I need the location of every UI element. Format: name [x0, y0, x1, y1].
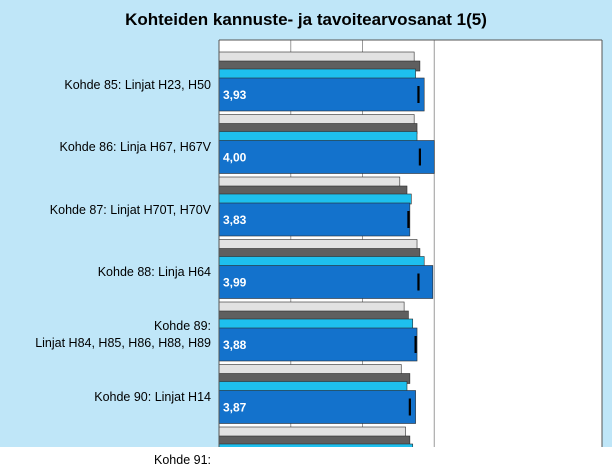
- chart-title: Kohteiden kannuste- ja tavoitearvosanat …: [125, 10, 487, 29]
- category-label: Kohde 90: Linjat H14: [1, 389, 211, 406]
- bar-series-2: [218, 131, 418, 142]
- category-label: Kohde 89: Linjat H84, H85, H86, H88, H89: [1, 318, 211, 352]
- bar-series-3: [218, 140, 435, 174]
- category-label: Kohde 91:: [1, 452, 211, 469]
- data-label: 3,99: [223, 276, 247, 290]
- category-label-line: Kohde 88: Linja H64: [97, 265, 211, 279]
- category-label: Kohde 86: Linja H67, H67V: [1, 139, 212, 156]
- bar-series-3: [218, 327, 418, 362]
- bar-series-0: [218, 426, 406, 438]
- category-label: Kohde 87: Linjat H70T, H70V: [1, 202, 211, 219]
- bar-series-0: [218, 301, 405, 313]
- bar-series-3: [218, 390, 416, 424]
- bar-series-0: [218, 239, 418, 250]
- chart-plot: 3,93 4,00 3,83 3,99 3,88 3,87: [218, 39, 603, 447]
- bar-series-0: [218, 176, 401, 188]
- bar-series-3: [218, 265, 434, 299]
- bar-series-0: [218, 114, 415, 125]
- bar-series-2: [218, 68, 416, 80]
- category-label-line: Linjat H84, H85, H86, H88, H89: [35, 336, 211, 350]
- bar-series-2: [218, 318, 414, 330]
- bar-series-2: [218, 381, 408, 392]
- category-label-line: Kohde 91:: [154, 452, 211, 467]
- data-label: 4,00: [223, 151, 247, 165]
- category-label-line: Kohde 86: Linja H67, H67V: [59, 140, 212, 154]
- data-label: 3,88: [223, 338, 247, 352]
- category-label-line: Kohde 87: Linjat H70T, H70V: [49, 202, 211, 217]
- bar-series-3: [218, 202, 411, 237]
- bar-series-0: [218, 51, 415, 63]
- bar-series-3: [218, 77, 425, 112]
- data-label: 3,83: [223, 213, 247, 227]
- bar-series-2: [218, 443, 414, 447]
- category-label-line: Kohde 90: Linjat H14: [94, 390, 211, 404]
- category-label: Kohde 88: Linja H64: [1, 264, 211, 281]
- bar-series-0: [218, 364, 402, 375]
- bar-series-2: [218, 256, 425, 267]
- category-label: Kohde 85: Linjat H23, H50: [1, 77, 211, 94]
- category-label-line: Kohde 85: Linjat H23, H50: [64, 77, 211, 92]
- data-label: 3,93: [223, 88, 247, 102]
- data-label: 3,87: [223, 401, 247, 415]
- bar-series-2: [218, 193, 412, 205]
- category-label-line: Kohde 89:: [154, 319, 211, 333]
